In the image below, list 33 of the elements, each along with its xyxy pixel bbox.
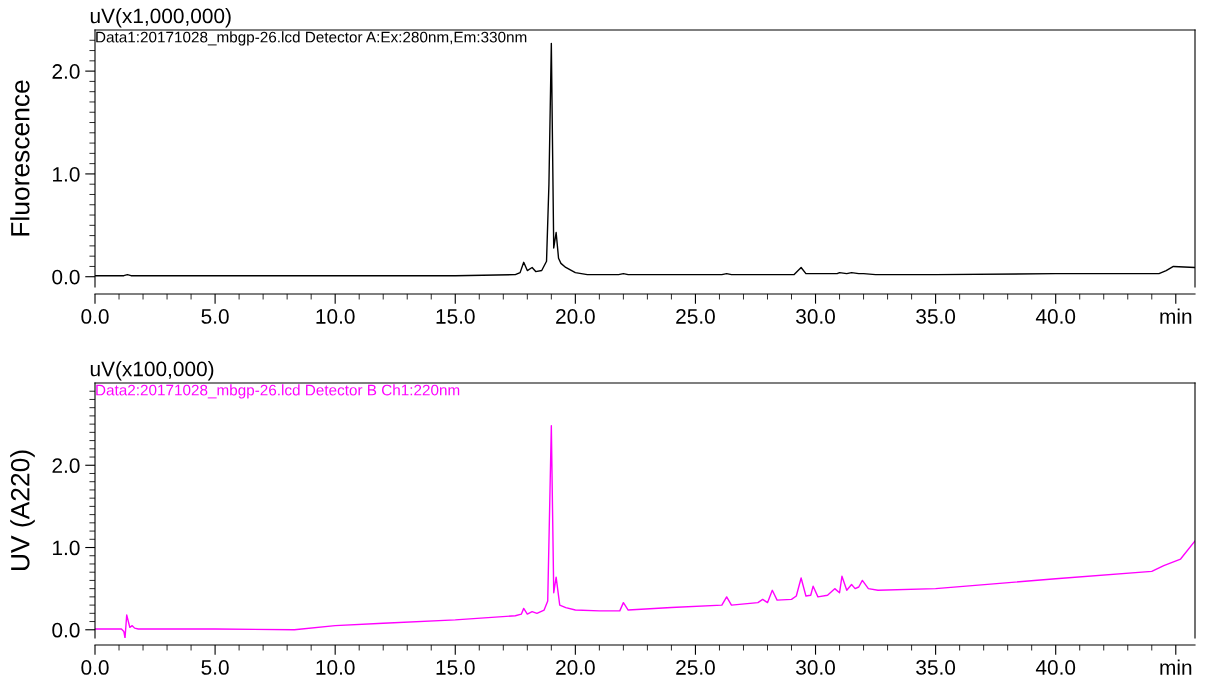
y-axis-title: Fluorescence <box>10 80 30 236</box>
y-axis-title: UV (A220) <box>10 450 35 571</box>
x-tick-label: 40.0 <box>1035 309 1076 324</box>
chart-title: Data1:20171028_mbgp-26.lcd Detector A:Ex:280nm,Em:330nm <box>96 31 527 46</box>
y-tick-label: 2.0 <box>52 458 80 474</box>
x-tick-label: 40.0 <box>1035 660 1076 675</box>
x-tick-label: 35.0 <box>916 660 956 675</box>
x-tick-label: 15.0 <box>436 309 475 324</box>
x-tick-label: 0.0 <box>81 660 109 675</box>
x-tick-label: 25.0 <box>676 660 715 675</box>
text: uV(x1,000,000) <box>90 8 231 28</box>
text: uV(x100,000) <box>90 361 214 381</box>
x-tick-label: min <box>1160 659 1192 675</box>
x-tick-label: 35.0 <box>916 309 956 324</box>
x-tick-label: 10.0 <box>316 309 355 324</box>
y-tick-label: 2.0 <box>52 64 80 79</box>
x-tick-label: 10.0 <box>316 660 355 675</box>
x-tick-label: 0.0 <box>81 309 109 324</box>
x-tick-label: 30.0 <box>796 309 835 324</box>
x-tick-label: 15.0 <box>436 660 475 675</box>
chart-title: Data2:20171028_mbgp-26.lcd Detector B Ch1:220nm <box>96 384 460 399</box>
y-tick-label: 0.0 <box>52 269 80 285</box>
line-series <box>95 425 1195 638</box>
x-tick-label: 20.0 <box>556 309 595 324</box>
x-tick-label: 5.0 <box>201 660 229 675</box>
y-tick-label: 1.0 <box>53 166 80 182</box>
y-tick-label: 1.0 <box>53 540 80 556</box>
x-tick-label: 5.0 <box>201 309 229 324</box>
x-tick-label: 25.0 <box>676 309 715 324</box>
x-tick-label: 20.0 <box>556 660 595 675</box>
y-tick-label: 0.0 <box>52 622 80 638</box>
x-tick-label: min <box>1160 308 1192 324</box>
x-tick-label: 30.0 <box>796 660 835 675</box>
